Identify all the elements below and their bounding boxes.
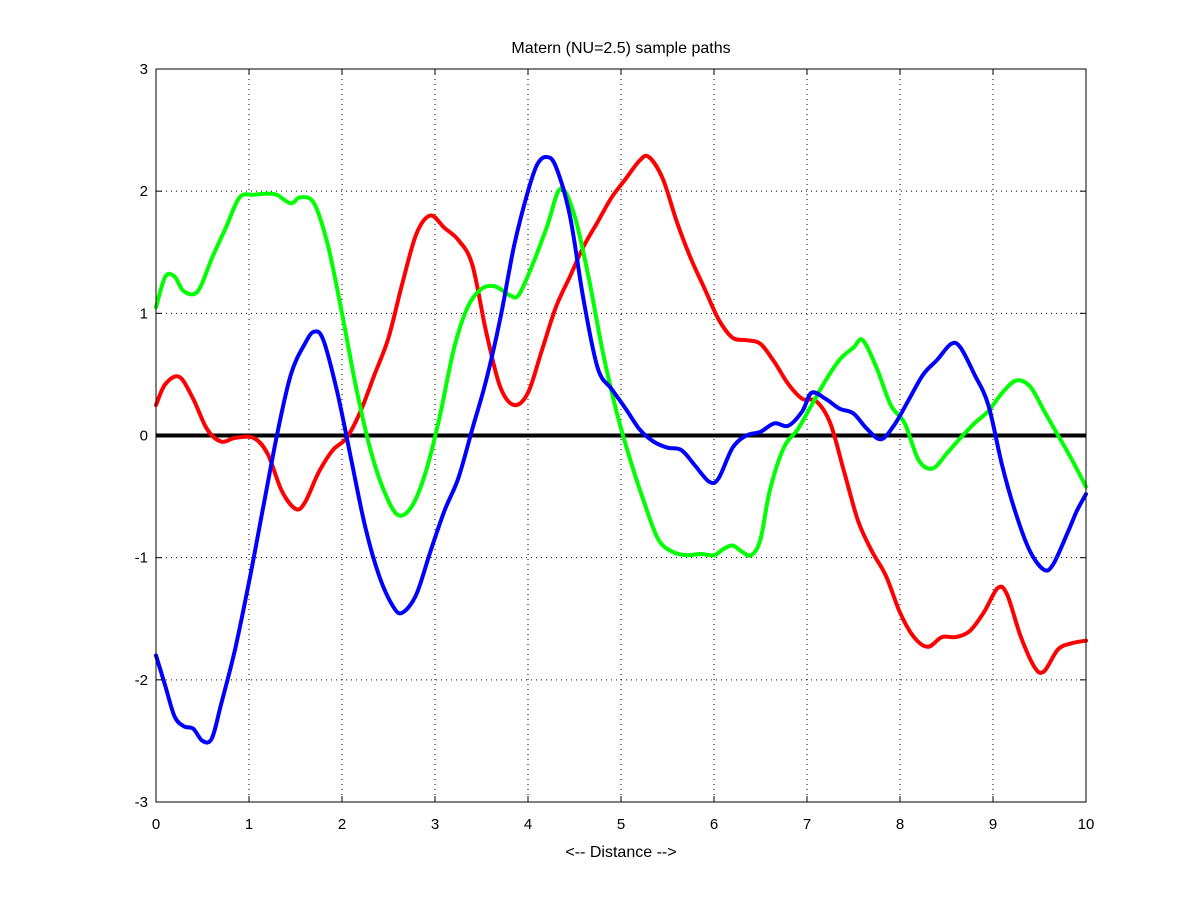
y-tick-label: 2 (140, 183, 148, 200)
x-tick-label: 4 (524, 816, 532, 833)
x-tick-label: 7 (803, 816, 811, 833)
x-axis-label: <-- Distance --> (565, 844, 676, 861)
x-tick-label: 6 (710, 816, 718, 833)
y-tick-label: -3 (135, 794, 148, 811)
y-tick-label: -1 (135, 550, 148, 567)
x-tick-label: 9 (989, 816, 997, 833)
ticks (155, 68, 1087, 803)
x-tick-label: 1 (245, 816, 253, 833)
chart-title: Matern (NU=2.5) sample paths (511, 40, 730, 57)
y-tick-label: 1 (140, 305, 148, 322)
series-line-2 (154, 186, 1088, 558)
y-tick-label: 0 (140, 428, 148, 445)
x-tick-label: 0 (152, 816, 160, 833)
series-group (154, 153, 1088, 745)
x-tick-label: 8 (896, 816, 904, 833)
y-tick-label: 3 (140, 61, 148, 78)
x-tick-label: 10 (1078, 816, 1095, 833)
series-line-3 (154, 154, 1088, 745)
x-tick-label: 3 (431, 816, 439, 833)
y-tick-label: -2 (135, 672, 148, 689)
x-tick-labels: 0 1 2 3 4 5 6 7 8 9 10 (152, 816, 1095, 833)
y-tick-labels: -3 -2 -1 0 1 2 3 (135, 61, 148, 811)
x-tick-label: 5 (617, 816, 625, 833)
series-line-1 (154, 153, 1088, 675)
x-tick-label: 2 (338, 816, 346, 833)
